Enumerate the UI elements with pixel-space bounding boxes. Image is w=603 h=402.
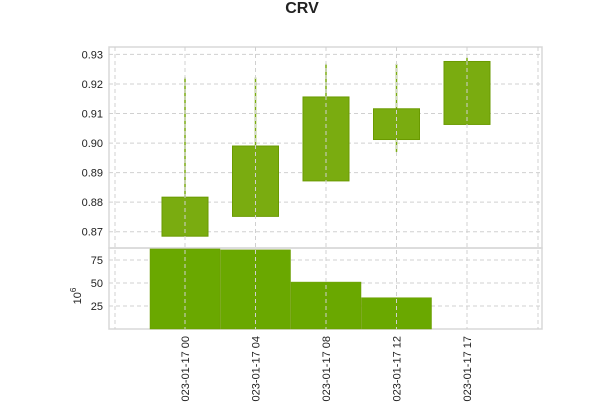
volume-y-label-base: 10 (72, 292, 84, 304)
volume-tick-label: 25 (91, 301, 103, 313)
x-grid (114, 47, 539, 329)
volume-bar (220, 249, 291, 330)
x-tick-label: 023-01-17 04 (251, 336, 263, 401)
volume-tick-label: 75 (91, 255, 103, 267)
volume-y-axis: 25 50 75 (91, 255, 103, 313)
x-tick-label: 023-01-17 08 (321, 336, 333, 401)
volume-y-label: 106 (69, 287, 84, 304)
chart-title: CRV (285, 0, 319, 17)
price-tick-label: 0.93 (82, 49, 103, 61)
price-tick-label: 0.90 (82, 138, 103, 150)
x-axis: 023-01-17 00 023-01-17 04 023-01-17 08 023-… (180, 336, 474, 401)
price-panel: 0.87 0.88 0.89 0.90 0.91 0.92 0.93 (82, 46, 543, 249)
price-tick-label: 0.87 (82, 227, 103, 239)
price-tick-label: 0.88 (82, 197, 103, 209)
price-tick-label: 0.91 (82, 109, 103, 121)
volume-bars (149, 248, 432, 330)
price-tick-label: 0.89 (82, 168, 103, 180)
volume-y-label-exponent: 6 (69, 287, 78, 292)
x-tick-label: 023-01-17 17 (462, 336, 474, 401)
price-y-axis: 0.87 0.88 0.89 0.90 0.91 0.92 0.93 (82, 49, 103, 238)
x-tick-label: 023-01-17 12 (392, 336, 404, 401)
volume-panel: 25 50 75 106 (69, 247, 543, 330)
price-tick-label: 0.92 (82, 79, 103, 91)
x-tick-label: 023-01-17 00 (180, 336, 192, 401)
volume-tick-label: 50 (91, 278, 103, 290)
